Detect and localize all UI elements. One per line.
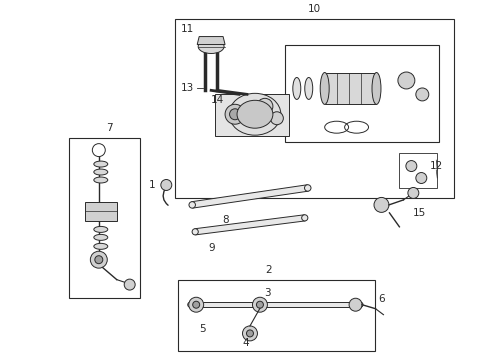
- Text: 15: 15: [413, 208, 426, 218]
- Circle shape: [257, 98, 273, 114]
- Text: 3: 3: [265, 288, 271, 298]
- Polygon shape: [192, 185, 308, 208]
- Ellipse shape: [237, 100, 273, 128]
- Circle shape: [188, 302, 193, 307]
- Text: 5: 5: [199, 324, 205, 334]
- Circle shape: [270, 112, 283, 125]
- Circle shape: [406, 161, 417, 171]
- Ellipse shape: [94, 161, 108, 167]
- Text: 13: 13: [181, 84, 194, 93]
- Circle shape: [398, 72, 415, 89]
- Circle shape: [256, 301, 264, 308]
- Ellipse shape: [305, 77, 313, 99]
- Text: 9: 9: [209, 243, 216, 253]
- Polygon shape: [190, 302, 361, 307]
- Ellipse shape: [320, 72, 329, 104]
- Circle shape: [349, 298, 362, 311]
- Circle shape: [229, 109, 241, 120]
- Circle shape: [225, 104, 245, 124]
- Circle shape: [192, 229, 198, 235]
- Polygon shape: [325, 72, 376, 104]
- Polygon shape: [195, 215, 305, 235]
- Ellipse shape: [94, 177, 108, 183]
- Circle shape: [243, 326, 257, 341]
- Text: 1: 1: [149, 180, 156, 190]
- Circle shape: [161, 180, 172, 190]
- Ellipse shape: [94, 226, 108, 233]
- Circle shape: [304, 185, 311, 191]
- Circle shape: [252, 297, 268, 312]
- Text: 12: 12: [430, 161, 443, 171]
- Text: 10: 10: [308, 4, 321, 14]
- Ellipse shape: [198, 40, 224, 54]
- Circle shape: [416, 88, 429, 101]
- Circle shape: [358, 302, 363, 307]
- Polygon shape: [85, 202, 117, 221]
- Circle shape: [90, 251, 107, 268]
- Circle shape: [408, 188, 419, 198]
- Text: 8: 8: [222, 215, 228, 225]
- Circle shape: [302, 215, 308, 221]
- Ellipse shape: [94, 234, 108, 240]
- Ellipse shape: [229, 93, 281, 135]
- Polygon shape: [197, 37, 225, 45]
- Text: 4: 4: [243, 338, 249, 348]
- Text: 11: 11: [181, 24, 194, 33]
- Ellipse shape: [94, 243, 108, 249]
- Text: 6: 6: [378, 294, 385, 304]
- Text: 14: 14: [211, 95, 224, 105]
- Circle shape: [189, 297, 204, 312]
- Text: 7: 7: [106, 123, 113, 133]
- Circle shape: [124, 279, 135, 290]
- Circle shape: [416, 172, 427, 184]
- Circle shape: [95, 256, 103, 264]
- Polygon shape: [215, 94, 289, 136]
- Circle shape: [193, 301, 200, 308]
- Ellipse shape: [94, 169, 108, 175]
- Text: 2: 2: [266, 265, 272, 275]
- Circle shape: [246, 330, 253, 337]
- Circle shape: [189, 202, 196, 208]
- Ellipse shape: [372, 72, 381, 104]
- Ellipse shape: [293, 77, 301, 99]
- Circle shape: [374, 197, 389, 212]
